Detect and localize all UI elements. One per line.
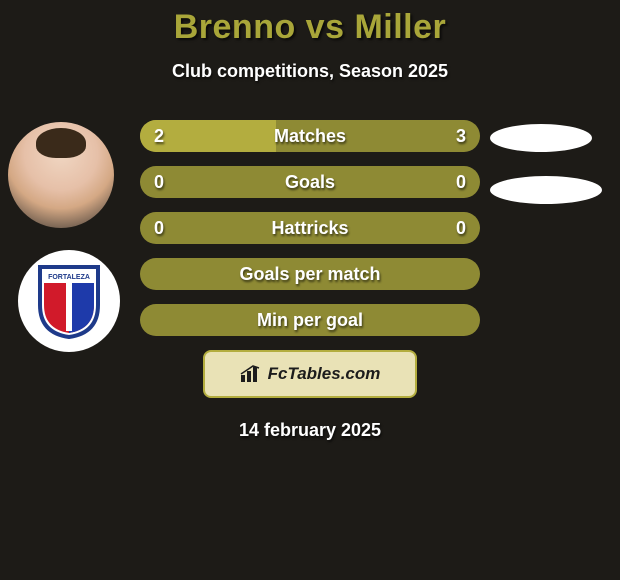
stat-right-value: 0 xyxy=(456,166,466,198)
stat-label: Hattricks xyxy=(271,218,348,239)
stat-label: Min per goal xyxy=(257,310,363,331)
bar-chart-icon xyxy=(240,365,262,383)
page-title: Brenno vs Miller xyxy=(0,0,620,47)
stat-label: Goals xyxy=(285,172,335,193)
stat-label: Goals per match xyxy=(239,264,380,285)
stat-right-value: 3 xyxy=(456,120,466,152)
stat-row-matches: 2 Matches 3 xyxy=(140,120,480,152)
svg-text:FORTALEZA: FORTALEZA xyxy=(48,274,90,281)
stat-row-hattricks: 0 Hattricks 0 xyxy=(140,212,480,244)
subtitle: Club competitions, Season 2025 xyxy=(0,61,620,82)
player-right-avatar-placeholder-1 xyxy=(490,124,592,152)
infographic: Brenno vs Miller Club competitions, Seas… xyxy=(0,0,620,580)
stat-row-goals: 0 Goals 0 xyxy=(140,166,480,198)
fortaleza-shield-icon: FORTALEZA xyxy=(18,250,120,352)
stat-left-value: 2 xyxy=(154,120,164,152)
watermark: FcTables.com xyxy=(203,350,417,398)
player-right-avatar-placeholder-2 xyxy=(490,176,602,204)
stat-label: Matches xyxy=(274,126,346,147)
stat-row-goals-per-match: Goals per match xyxy=(140,258,480,290)
date: 14 february 2025 xyxy=(0,420,620,441)
stat-row-min-per-goal: Min per goal xyxy=(140,304,480,336)
stat-left-value: 0 xyxy=(154,212,164,244)
stat-left-value: 0 xyxy=(154,166,164,198)
watermark-text: FcTables.com xyxy=(268,364,381,384)
player-left-avatar xyxy=(8,122,114,228)
stat-right-value: 0 xyxy=(456,212,466,244)
